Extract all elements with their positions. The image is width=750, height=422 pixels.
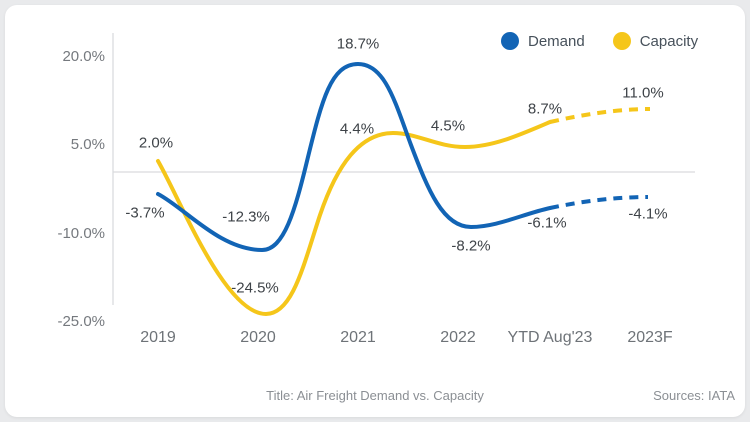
capacity-label-2019: 2.0%	[138, 134, 174, 152]
legend-label-demand: Demand	[528, 32, 585, 50]
chart-source: Sources: IATA	[653, 388, 735, 403]
x-label-2020: 2020	[240, 329, 276, 346]
capacity-label-2020: -24.5%	[231, 279, 279, 297]
demand-forecast-line	[549, 195, 649, 210]
x-label-2023f: 2023F	[627, 329, 673, 346]
demand-label-2019: -3.7%	[125, 204, 165, 222]
y-tick-neg25: -25.0%	[57, 313, 105, 330]
capacity-forecast-line	[549, 107, 651, 124]
capacity-label-ytd-aug23: 8.7%	[527, 100, 563, 118]
capacity-label-2021: 4.4%	[339, 120, 375, 138]
x-label-2019: 2019	[140, 329, 176, 346]
legend-label-capacity: Capacity	[639, 32, 699, 50]
capacity-line	[156, 120, 552, 317]
capacity-legend-dot-icon	[612, 32, 631, 50]
demand-label-2020: -12.3%	[222, 208, 270, 226]
capacity-label-2022: 4.5%	[430, 117, 466, 135]
demand-label-ytd-aug23: -6.1%	[527, 214, 567, 232]
plot-area	[112, 33, 695, 317]
x-label-ytd-aug23: YTD Aug'23	[507, 329, 593, 346]
legend: Demand Capacity	[501, 32, 698, 50]
demand-label-2022: -8.2%	[451, 237, 491, 255]
demand-label-2023f: -4.1%	[628, 205, 668, 223]
chart-title: Title: Air Freight Demand vs. Capacity	[266, 388, 484, 403]
legend-item-capacity: Capacity	[612, 32, 699, 50]
capacity-label-2023f: 11.0%	[622, 84, 664, 102]
x-label-2021: 2021	[340, 329, 376, 346]
y-tick-20: 20.0%	[62, 48, 105, 65]
y-tick-neg10: -10.0%	[57, 225, 105, 242]
demand-label-2021: 18.7%	[336, 35, 380, 53]
x-label-2022: 2022	[440, 329, 476, 346]
demand-line	[156, 61, 552, 253]
y-tick-5: 5.0%	[70, 136, 105, 153]
legend-item-demand: Demand	[501, 32, 585, 50]
chart-card: Demand Capacity 20.0% 5.0% -10.0% -25.0%…	[5, 5, 745, 417]
demand-legend-dot-icon	[501, 32, 519, 50]
